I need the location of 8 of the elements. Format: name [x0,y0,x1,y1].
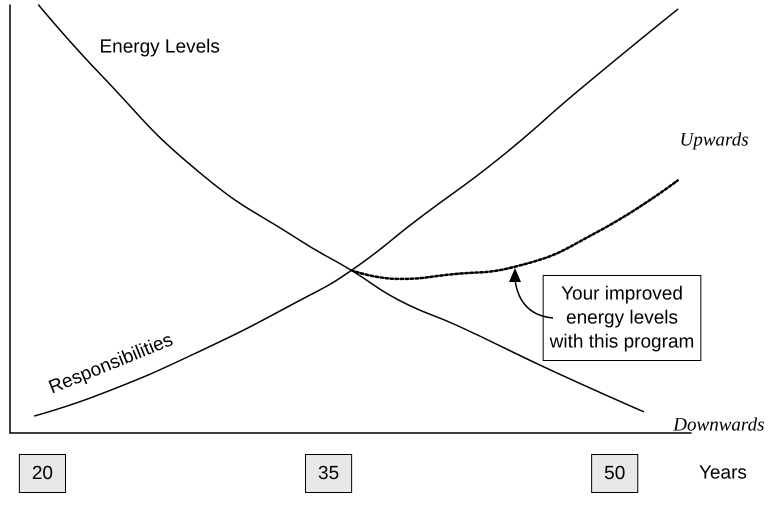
x-tick-label: 50 [604,463,626,484]
x-tick-label: 35 [318,463,340,484]
x-axis-title: Years [699,462,747,484]
series-label: Energy Levels [99,36,220,58]
annotation: Downwards [672,414,764,436]
annotation: Upwards [680,129,749,150]
x-tick-label: 20 [32,463,53,484]
annotation: Your improved energy levels with this program [548,284,694,352]
